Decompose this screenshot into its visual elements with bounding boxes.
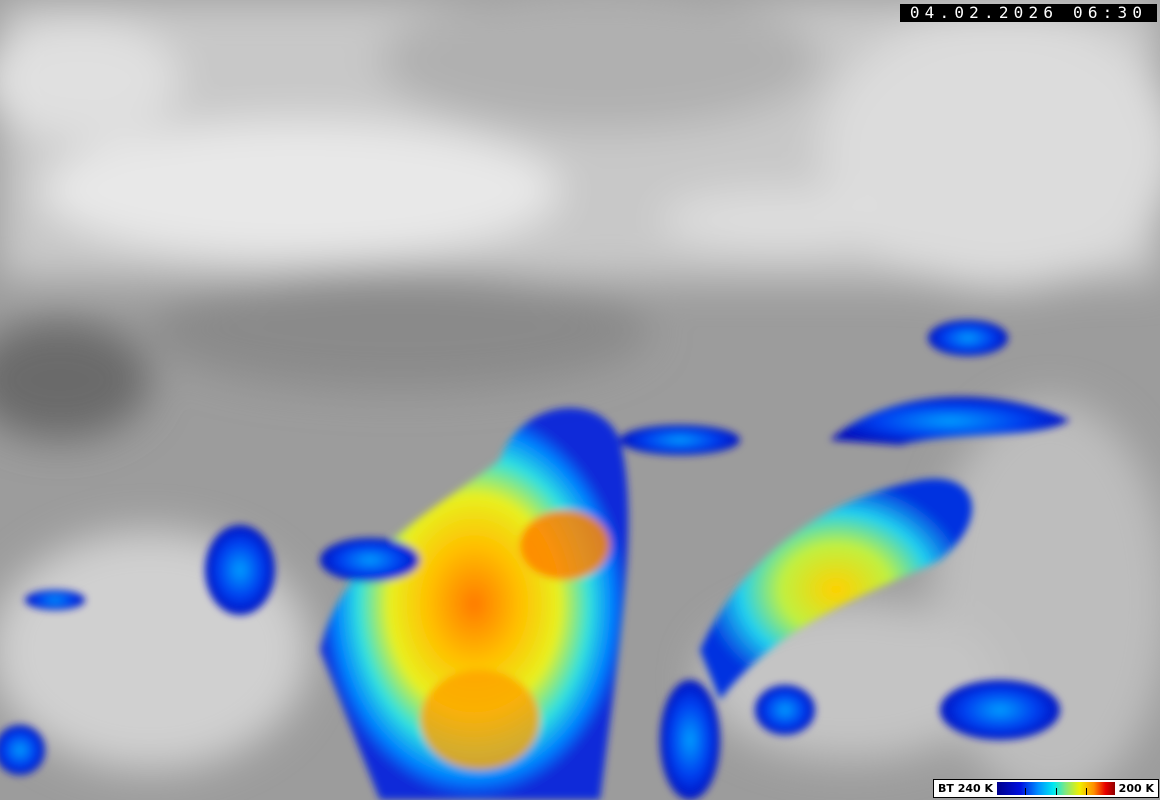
timestamp: 04.02.2026 06:30 [900, 4, 1157, 22]
legend-tick [1025, 788, 1027, 795]
legend-tick [1086, 788, 1088, 795]
legend-label-left: BT 240 K [938, 782, 994, 795]
color-scale-legend: BT 240 K 200 K [933, 779, 1159, 798]
legend-color-bar [997, 782, 1115, 795]
legend-label-right: 200 K [1118, 782, 1154, 795]
legend-tick [1055, 788, 1057, 795]
